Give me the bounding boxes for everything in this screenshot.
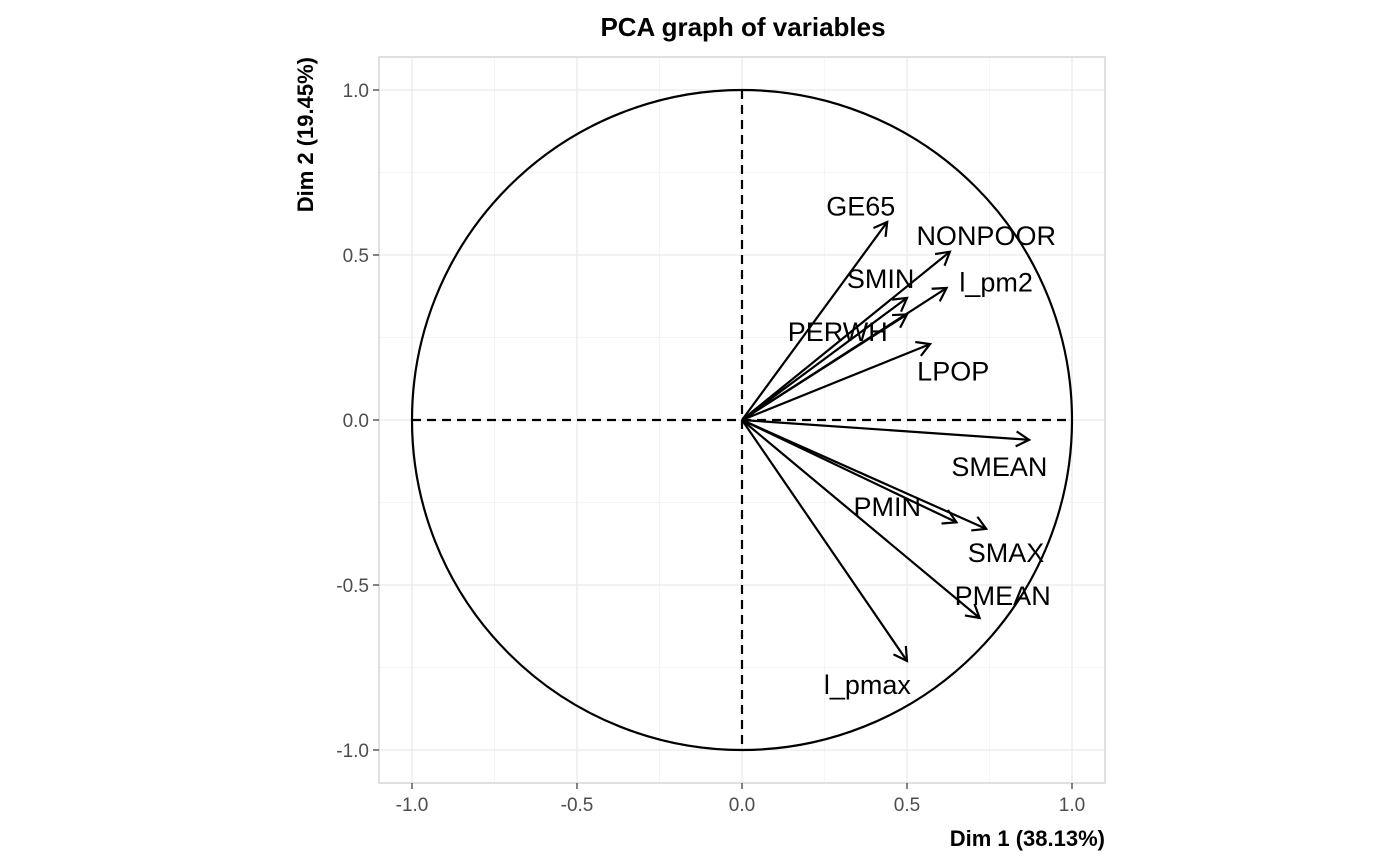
label-nonpoor: NONPOOR — [916, 221, 1056, 251]
x-axis-ticks: -1.0 -0.5 0.0 0.5 1.0 — [396, 783, 1085, 816]
variable-arrows — [741, 220, 1032, 663]
arrowhead-nonpoor — [934, 250, 952, 267]
label-perwh: PERWH — [788, 317, 888, 347]
x-tick-label: 0.5 — [894, 795, 920, 816]
arrowhead-ge65 — [873, 220, 889, 238]
arrow-perwh — [741, 313, 908, 421]
label-lpop: LPOP — [917, 357, 989, 387]
arrow-lpop — [741, 343, 931, 422]
arrowhead-smax — [971, 516, 989, 532]
arrowhead-perwh — [891, 313, 909, 329]
arrow-smean — [741, 418, 1030, 441]
chart-title: PCA graph of variables — [600, 12, 885, 42]
arrow-l-pmax — [741, 419, 908, 662]
y-tick-label: 1.0 — [343, 81, 369, 102]
label-smean: SMEAN — [951, 452, 1047, 482]
label-pmean: PMEAN — [955, 581, 1051, 611]
y-tick-label: 0.0 — [343, 411, 369, 432]
y-axis-title: Dim 2 (19.45%) — [293, 57, 318, 212]
arrowhead-pmean — [964, 603, 982, 620]
arrowhead-smean — [1015, 430, 1032, 448]
arrow-nonpoor — [741, 250, 951, 421]
x-tick-label: -0.5 — [561, 795, 594, 816]
label-pmin: PMIN — [853, 492, 921, 522]
arrowhead-l-pmax — [892, 645, 909, 663]
y-tick-label: 0.5 — [343, 246, 369, 267]
y-tick-label: -1.0 — [336, 741, 369, 762]
label-smax: SMAX — [968, 538, 1045, 568]
label-l-pm2: l_pm2 — [959, 267, 1033, 297]
arrowhead-lpop — [915, 340, 933, 357]
arrow-smin — [741, 297, 908, 421]
x-tick-label: -1.0 — [396, 795, 429, 816]
x-tick-label: 1.0 — [1059, 795, 1085, 816]
arrow-smax — [741, 418, 987, 530]
arrow-ge65 — [741, 221, 889, 421]
y-axis-ticks: -1.0 -0.5 0.0 0.5 1.0 — [336, 81, 379, 762]
correlation-circle — [410, 88, 1074, 752]
y-tick-label: -0.5 — [336, 576, 369, 597]
arrowhead-l-pm2 — [931, 286, 949, 302]
arrow-pmean — [741, 419, 981, 619]
arrowhead-smin — [891, 296, 909, 313]
x-axis-title: Dim 1 (38.13%) — [950, 826, 1105, 851]
label-smin: SMIN — [847, 264, 915, 294]
x-tick-label: 0.0 — [729, 795, 755, 816]
label-ge65: GE65 — [826, 192, 895, 222]
label-l-pmax: l_pmax — [824, 670, 912, 700]
